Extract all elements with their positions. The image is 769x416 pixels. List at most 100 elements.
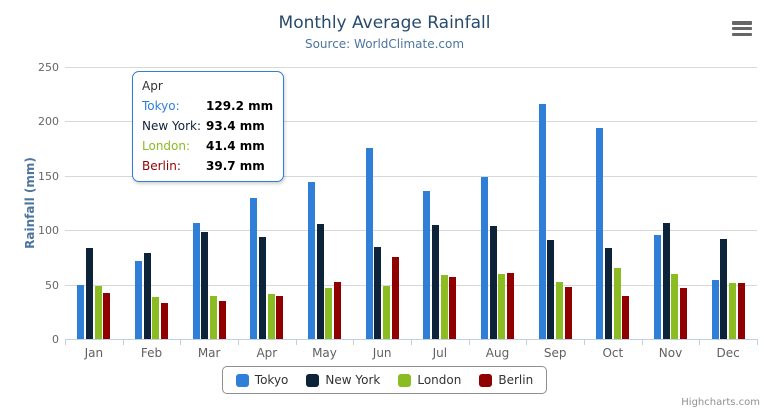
legend-label: New York [325,373,381,387]
tooltip-series-value: 93.4 mm [206,119,265,133]
x-axis-tick [411,340,412,345]
gridline [65,284,757,286]
x-axis-line [65,339,758,340]
hamburger-bar [732,32,752,36]
bar-berlin-jan[interactable] [103,292,111,339]
bar-berlin-dec[interactable] [737,283,745,339]
bar-berlin-feb[interactable] [161,302,168,339]
bar-new-york-oct[interactable] [605,248,612,339]
bar-london-jan[interactable] [94,285,102,339]
tooltip-header: Apr [142,79,163,93]
legend-item-new-york[interactable]: New York [306,373,380,387]
bar-berlin-aug[interactable] [507,273,514,339]
bar-tokyo-apr[interactable] [250,198,258,339]
bar-london-jul[interactable] [440,274,448,339]
bar-london-dec[interactable] [729,283,736,339]
y-tick-label: 200 [38,115,59,129]
tooltip-series-label: London: [142,139,191,153]
bar-london-jun[interactable] [383,286,390,339]
hamburger-bar [732,26,752,31]
bar-london-sep[interactable] [556,281,563,339]
bar-berlin-jun[interactable] [391,256,399,339]
x-axis-tick [526,340,528,345]
bar-berlin-may[interactable] [334,281,341,339]
tooltip-row-new-york: New York: 93.4 mm [142,119,274,134]
x-label-jun: Jun [372,346,392,360]
bar-london-apr[interactable] [267,293,275,339]
x-label-nov: Nov [658,346,683,360]
gridline [65,121,757,123]
bar-new-york-aug[interactable] [489,225,497,339]
bar-london-nov[interactable] [671,274,679,339]
bar-berlin-oct[interactable] [622,296,630,339]
x-axis-tick [238,340,239,345]
tooltip-series-value: 39.7 mm [206,159,265,173]
bar-tokyo-feb[interactable] [135,261,142,339]
tooltip-series-value: 41.4 mm [206,139,265,153]
tooltip-series-value: 129.2 mm [206,99,274,113]
bar-berlin-apr[interactable] [276,295,284,339]
bar-berlin-sep[interactable] [564,287,572,339]
legend-item-london[interactable]: London [398,373,461,387]
chart-subtitle: Source: WorldClimate.com [304,37,465,51]
tooltip-row-tokyo: Tokyo: 129.2 mm [142,99,274,114]
bar-tokyo-nov[interactable] [654,234,661,339]
bar-tokyo-jun[interactable] [365,147,373,339]
bar-new-york-jul[interactable] [432,224,439,339]
gridline [65,230,757,232]
tooltip: Apr Tokyo: 129.2 mm New York: 93.4 mm London… [132,71,284,182]
x-axis-tick [122,340,124,345]
bar-tokyo-aug[interactable] [481,177,488,339]
x-axis-tick [757,340,758,345]
bar-london-oct[interactable] [613,268,621,339]
legend-swatch-berlin [479,373,493,387]
legend: Tokyo New York London Berlin [0,366,769,394]
gridline [65,175,757,177]
bar-new-york-sep[interactable] [547,239,555,339]
bar-tokyo-may[interactable] [308,182,315,339]
bar-new-york-jun[interactable] [374,247,382,339]
tooltip-series-label: Berlin: [142,159,181,173]
bar-new-york-may[interactable] [316,223,324,339]
bar-berlin-nov[interactable] [680,288,687,339]
x-label-apr: Apr [256,346,278,360]
bar-tokyo-sep[interactable] [538,103,546,339]
bar-new-york-mar[interactable] [201,231,209,339]
bar-new-york-dec[interactable] [720,238,728,339]
bar-new-york-apr[interactable] [259,237,266,339]
bar-tokyo-oct[interactable] [596,127,604,339]
bar-london-mar[interactable] [210,296,217,339]
hamburger-menu-icon[interactable] [732,21,752,36]
bar-london-aug[interactable] [498,274,506,339]
bar-berlin-jul[interactable] [449,276,457,339]
legend-item-tokyo[interactable]: Tokyo [235,373,288,387]
legend-swatch-new-york [306,373,320,387]
x-axis-tick [584,340,585,345]
x-label-may: May [312,346,337,360]
y-tick-label: 150 [38,169,59,183]
bar-tokyo-dec[interactable] [711,279,719,339]
bar-london-feb[interactable] [152,296,160,339]
highcharts-credit-link[interactable]: Highcharts.com [681,397,760,408]
bar-berlin-mar[interactable] [218,301,226,339]
legend-item-berlin[interactable]: Berlin [479,373,533,387]
bar-london-may[interactable] [325,287,333,339]
x-label-sep: Sep [543,346,567,360]
bar-tokyo-mar[interactable] [192,223,200,339]
bar-tokyo-jan[interactable] [77,284,85,339]
x-axis-tick [295,340,297,345]
bar-new-york-feb[interactable] [143,253,151,339]
y-tick-label: 250 [38,61,59,74]
bar-new-york-nov[interactable] [662,223,670,339]
y-tick-label: 50 [45,278,59,292]
tooltip-series-label: New York: [142,119,201,133]
gridline [65,67,757,68]
bar-new-york-jan[interactable] [86,248,93,339]
tooltip-series-label: Tokyo: [142,99,180,113]
chart-title: Monthly Average Rainfall [278,13,491,33]
legend-swatch-london [398,373,412,387]
tooltip-row-london: London: 41.4 mm [142,139,274,154]
x-label-aug: Aug [485,346,510,360]
bar-tokyo-jul[interactable] [423,191,431,339]
tooltip-row-berlin: Berlin: 39.7 mm [142,159,274,174]
